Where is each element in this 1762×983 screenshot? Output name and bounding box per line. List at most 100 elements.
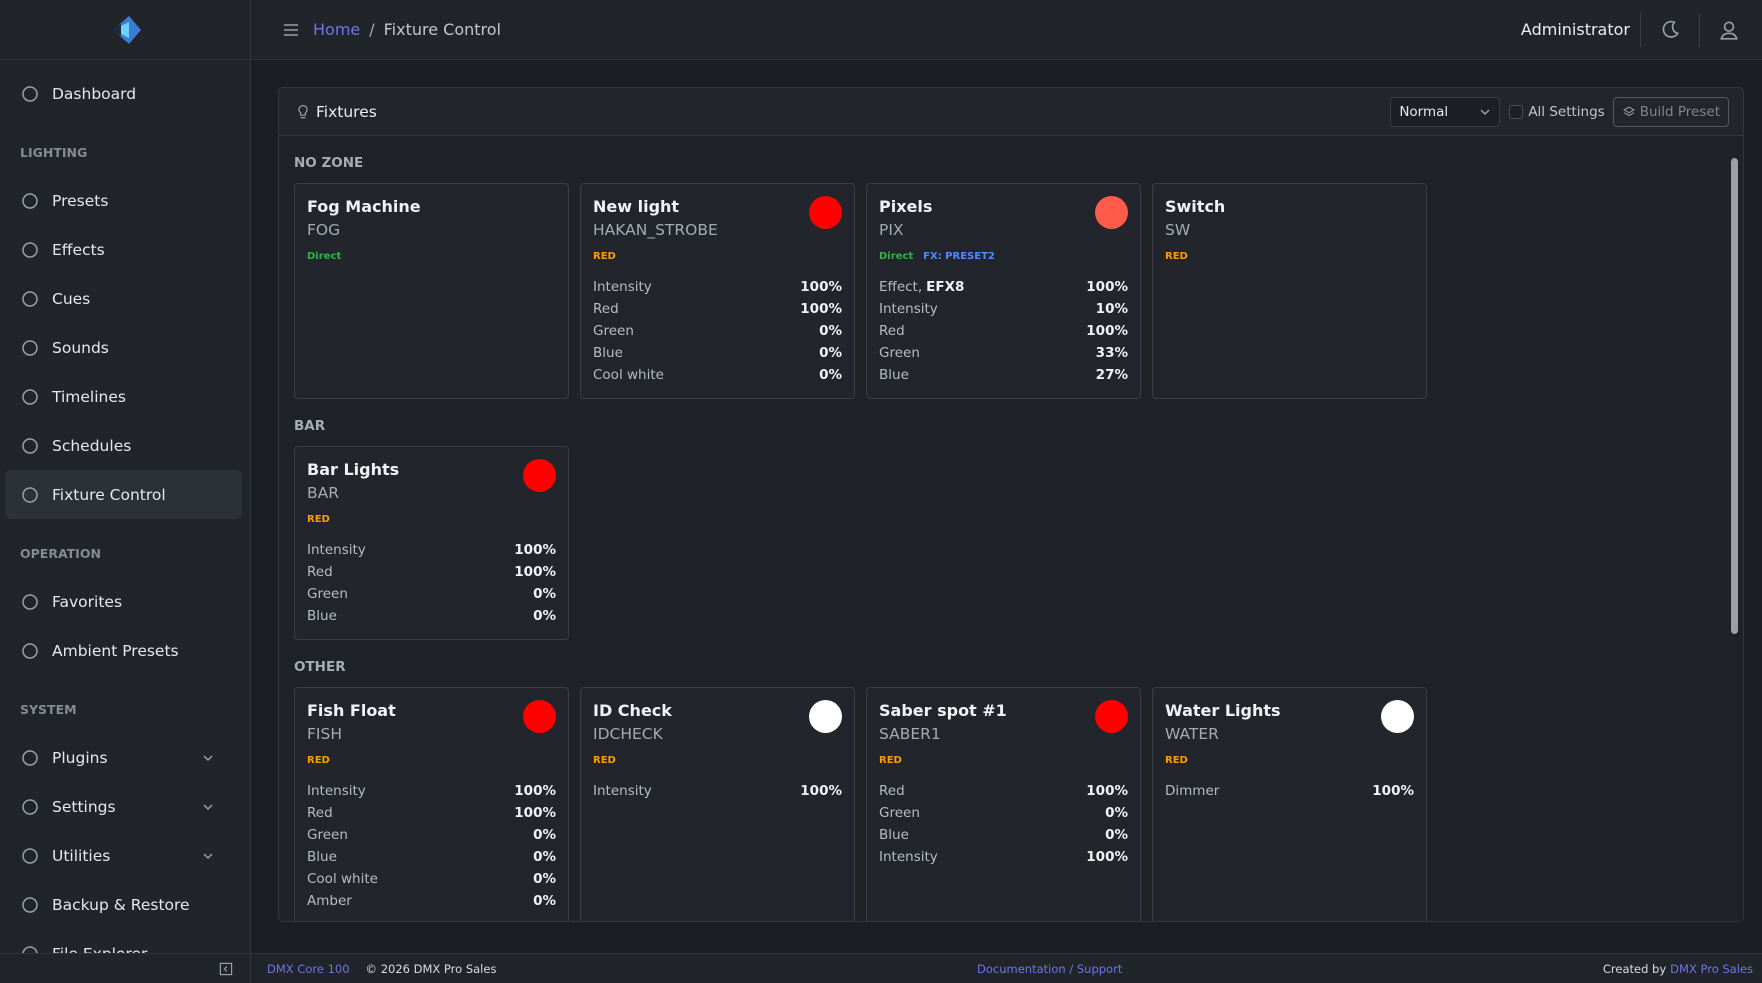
- nav-item[interactable]: Settings: [0, 782, 250, 831]
- param-label-wrap: Red: [593, 298, 619, 320]
- nav-item[interactable]: Effects: [0, 225, 250, 274]
- fixture-card[interactable]: Pixels PIX Direct FX: PRESET2 Effect, EFX8 100…: [866, 183, 1141, 399]
- nav-item[interactable]: Presets: [0, 176, 250, 225]
- param-row: Green 0%: [307, 583, 556, 605]
- build-preset-button[interactable]: Build Preset: [1612, 96, 1729, 127]
- param-label-wrap: Blue: [307, 605, 337, 627]
- fixture-card[interactable]: New light HAKAN_STROBE RED Intensity 100% Red…: [580, 183, 855, 399]
- nav-item[interactable]: Ambient Presets: [0, 626, 250, 675]
- param-value: 100%: [1086, 323, 1128, 339]
- nav-item[interactable]: Fixture Control: [5, 470, 242, 519]
- fixture-code: SABER1: [879, 725, 941, 743]
- param-label: Red: [307, 564, 333, 580]
- user-menu[interactable]: [1718, 19, 1740, 41]
- params: Red 100% Green 0% Blue 0% Intensity 100%: [879, 780, 1128, 868]
- param-label-wrap: Green: [879, 802, 920, 824]
- nav-item[interactable]: Timelines: [0, 372, 250, 421]
- icon: [22, 290, 38, 307]
- nav-item[interactable]: Favorites: [0, 577, 250, 626]
- param-row: Amber 0%: [307, 890, 556, 912]
- param-label-wrap: Blue: [593, 342, 623, 364]
- tag: Direct: [879, 251, 914, 262]
- param-label-wrap: Red: [307, 561, 333, 583]
- support-link[interactable]: Documentation / Support: [977, 961, 1123, 976]
- company-link[interactable]: DMX Pro Sales: [1670, 961, 1753, 976]
- param-label: Blue: [879, 367, 909, 383]
- param-row: Dimmer 100%: [1165, 780, 1414, 802]
- param-label: Red: [593, 301, 619, 317]
- nav-label: Cues: [52, 289, 91, 308]
- param-value: 0%: [1105, 827, 1128, 843]
- nav-item[interactable]: File Explorer: [0, 929, 250, 953]
- param-label: Red: [307, 805, 333, 821]
- product-link[interactable]: DMX Core 100: [267, 961, 350, 976]
- menu-toggle[interactable]: [281, 20, 301, 40]
- param-label-wrap: Cool white: [593, 364, 664, 386]
- tags: RED: [307, 754, 556, 768]
- footer-side[interactable]: [0, 954, 251, 983]
- param-value: 100%: [1372, 783, 1414, 799]
- icon: [298, 104, 308, 118]
- nav-item[interactable]: Sounds: [0, 323, 250, 372]
- param-row: Effect, EFX8 100%: [879, 276, 1128, 298]
- fixture-card[interactable]: ID Check IDCHECK RED Intensity 100%: [580, 687, 855, 921]
- chevron: [1480, 108, 1490, 115]
- fixture-card[interactable]: Fog Machine FOG Direct: [294, 183, 569, 399]
- param-label-wrap: Green: [593, 320, 634, 342]
- nav-item[interactable]: Plugins: [0, 733, 250, 782]
- logo[interactable]: [0, 0, 250, 60]
- icon: [22, 896, 38, 913]
- icon: [1720, 20, 1738, 40]
- param-value: 100%: [1086, 783, 1128, 799]
- param-label: Dimmer: [1165, 783, 1220, 799]
- nav-item[interactable]: Dashboard: [0, 69, 250, 118]
- nav-item[interactable]: Backup & Restore: [0, 880, 250, 929]
- param-value: 0%: [1105, 805, 1128, 821]
- param-label: Intensity: [593, 783, 652, 799]
- color-dot: [1381, 700, 1414, 733]
- fixture-code: SW: [1165, 221, 1191, 239]
- mode-select[interactable]: Normal: [1390, 96, 1501, 127]
- nav-item[interactable]: Cues: [0, 274, 250, 323]
- fixture-card[interactable]: Switch SW RED: [1152, 183, 1427, 399]
- tags: RED: [879, 754, 1128, 768]
- param-label: Blue: [307, 608, 337, 624]
- tags: RED: [593, 754, 842, 768]
- param-value: 100%: [514, 805, 556, 821]
- param-value: 100%: [800, 783, 842, 799]
- fixture-code: WATER: [1165, 725, 1219, 743]
- icon: [22, 241, 38, 258]
- fixture-name: Water Lights: [1165, 701, 1281, 720]
- param-label: Intensity: [593, 279, 652, 295]
- param-label: Green: [593, 323, 634, 339]
- params: Intensity 100%: [593, 780, 842, 802]
- fixture-code: HAKAN_STROBE: [593, 221, 718, 239]
- param-row: Blue 0%: [307, 846, 556, 868]
- fixture-card[interactable]: Fish Float FISH RED Intensity 100% Red 100% Gre…: [294, 687, 569, 921]
- topbar: Home / Fixture Control Administrator: [251, 0, 1762, 60]
- fixture-card[interactable]: Bar Lights BAR RED Intensity 100% Red 100% Gree…: [294, 446, 569, 640]
- fixture-code: IDCHECK: [593, 725, 663, 743]
- param-value: 0%: [819, 345, 842, 361]
- param-label-wrap: Intensity: [593, 780, 652, 802]
- checkbox[interactable]: [1509, 104, 1524, 119]
- nav-item[interactable]: Utilities: [0, 831, 250, 880]
- fixture-card[interactable]: Water Lights WATER RED Dimmer 100%: [1152, 687, 1427, 921]
- user-name[interactable]: Administrator: [1520, 20, 1630, 39]
- fixture-card[interactable]: Saber spot #1 SABER1 RED Red 100% Green 0% Blue…: [866, 687, 1141, 921]
- theme-toggle[interactable]: [1659, 19, 1681, 41]
- tags: Direct FX: PRESET2: [879, 250, 1128, 264]
- fixture-name: Switch: [1165, 197, 1226, 216]
- icon: [22, 486, 38, 503]
- copyright: © 2026 DMX Pro Sales: [365, 961, 497, 976]
- param-label-wrap: Green: [307, 824, 348, 846]
- param-row: Intensity 100%: [307, 780, 556, 802]
- tag: RED: [1165, 755, 1188, 766]
- breadcrumb-home[interactable]: Home: [313, 20, 361, 39]
- param-label: Effect,: [879, 279, 923, 295]
- nav-item[interactable]: Schedules: [0, 421, 250, 470]
- param-row: Red 100%: [307, 561, 556, 583]
- fixtures-panel: Fixtures Normal All Settings Build Preset N…: [278, 87, 1744, 922]
